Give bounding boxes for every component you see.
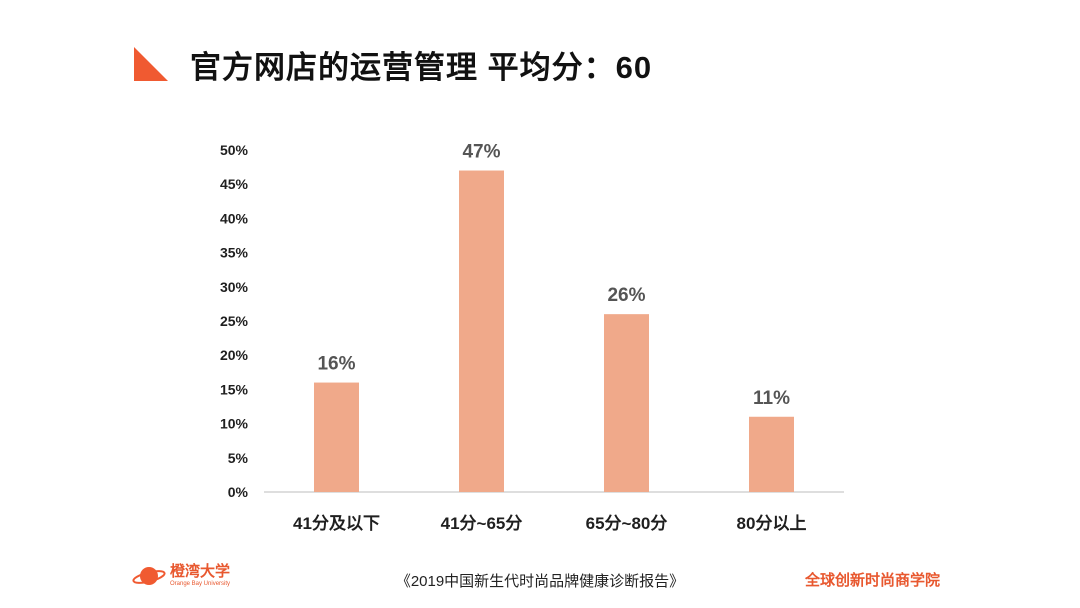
bar <box>604 314 649 492</box>
institution-name: 全球创新时尚商学院 <box>804 572 940 589</box>
bar <box>314 382 359 492</box>
category-labels: 41分及以下 41分~65分 65分~80分 80分以上 <box>293 514 806 533</box>
category-label: 41分~65分 <box>441 514 523 533</box>
page-header: 官方网店的运营管理 平均分：60 <box>134 44 653 85</box>
y-tick-label: 20% <box>220 347 249 363</box>
category-label: 65分~80分 <box>586 514 668 533</box>
bar <box>749 416 794 492</box>
y-tick-label: 45% <box>220 176 249 192</box>
y-tick-label: 40% <box>220 210 249 226</box>
data-label: 26% <box>607 285 645 306</box>
y-tick-label: 15% <box>220 381 249 397</box>
y-tick-label: 0% <box>228 484 249 500</box>
y-axis-ticks: 0% 5% 10% 15% 20% 25% 30% 35% 40% 45% 50% <box>220 142 249 500</box>
data-label: 11% <box>753 388 790 409</box>
y-tick-label: 10% <box>220 416 249 432</box>
logo-name: 橙湾大学 <box>170 563 231 580</box>
bar-chart: 0% 5% 10% 15% 20% 25% 30% 35% 40% 45% 50% 16% 47% 26… <box>220 142 844 533</box>
report-title: 《2019中国新生代时尚品牌健康诊断报告》 <box>395 573 685 590</box>
data-label: 47% <box>462 142 500 163</box>
bars <box>314 170 794 492</box>
logo-subtitle: Orange Bay University <box>170 581 231 587</box>
page-title: 官方网店的运营管理 平均分：60 <box>190 49 653 85</box>
y-tick-label: 50% <box>220 142 249 158</box>
bar <box>459 170 504 492</box>
category-label: 80分以上 <box>737 514 807 533</box>
y-tick-label: 5% <box>228 450 249 466</box>
category-label: 41分及以下 <box>293 514 380 533</box>
planet-icon <box>132 567 166 585</box>
data-labels: 16% 47% 26% 11% <box>317 142 790 409</box>
y-tick-label: 35% <box>220 245 249 261</box>
y-tick-label: 25% <box>220 313 249 329</box>
data-label: 16% <box>317 354 355 375</box>
brand-logo: 橙湾大学 Orange Bay University <box>132 563 230 589</box>
triangle-marker-icon <box>134 47 168 81</box>
y-tick-label: 30% <box>220 279 249 295</box>
